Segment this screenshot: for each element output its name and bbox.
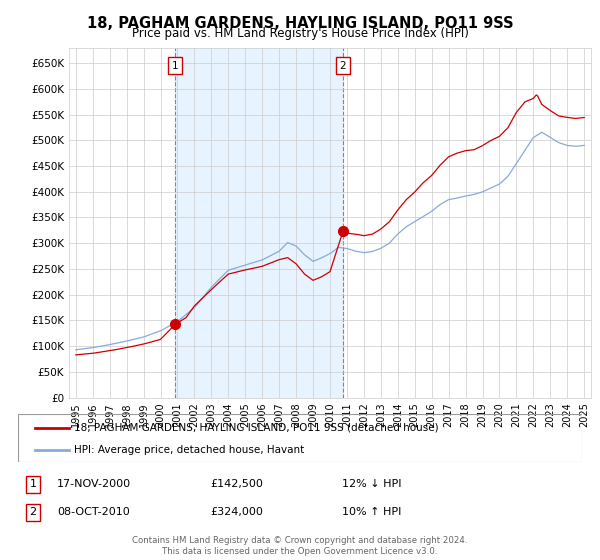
Text: 17-NOV-2000: 17-NOV-2000 <box>57 479 131 489</box>
Text: HPI: Average price, detached house, Havant: HPI: Average price, detached house, Hava… <box>74 445 305 455</box>
Text: 18, PAGHAM GARDENS, HAYLING ISLAND, PO11 9SS: 18, PAGHAM GARDENS, HAYLING ISLAND, PO11… <box>86 16 514 31</box>
Bar <box>175 48 343 398</box>
Text: 2: 2 <box>340 60 346 71</box>
Text: £142,500: £142,500 <box>210 479 263 489</box>
Text: 08-OCT-2010: 08-OCT-2010 <box>57 507 130 517</box>
Text: 18, PAGHAM GARDENS, HAYLING ISLAND, PO11 9SS (detached house): 18, PAGHAM GARDENS, HAYLING ISLAND, PO11… <box>74 423 439 433</box>
Text: £324,000: £324,000 <box>210 507 263 517</box>
Text: 1: 1 <box>172 60 179 71</box>
Text: 12% ↓ HPI: 12% ↓ HPI <box>342 479 401 489</box>
Text: Price paid vs. HM Land Registry's House Price Index (HPI): Price paid vs. HM Land Registry's House … <box>131 27 469 40</box>
Text: 10% ↑ HPI: 10% ↑ HPI <box>342 507 401 517</box>
Text: 2: 2 <box>29 507 37 517</box>
Text: 1: 1 <box>29 479 37 489</box>
Text: Contains HM Land Registry data © Crown copyright and database right 2024.
This d: Contains HM Land Registry data © Crown c… <box>132 536 468 556</box>
